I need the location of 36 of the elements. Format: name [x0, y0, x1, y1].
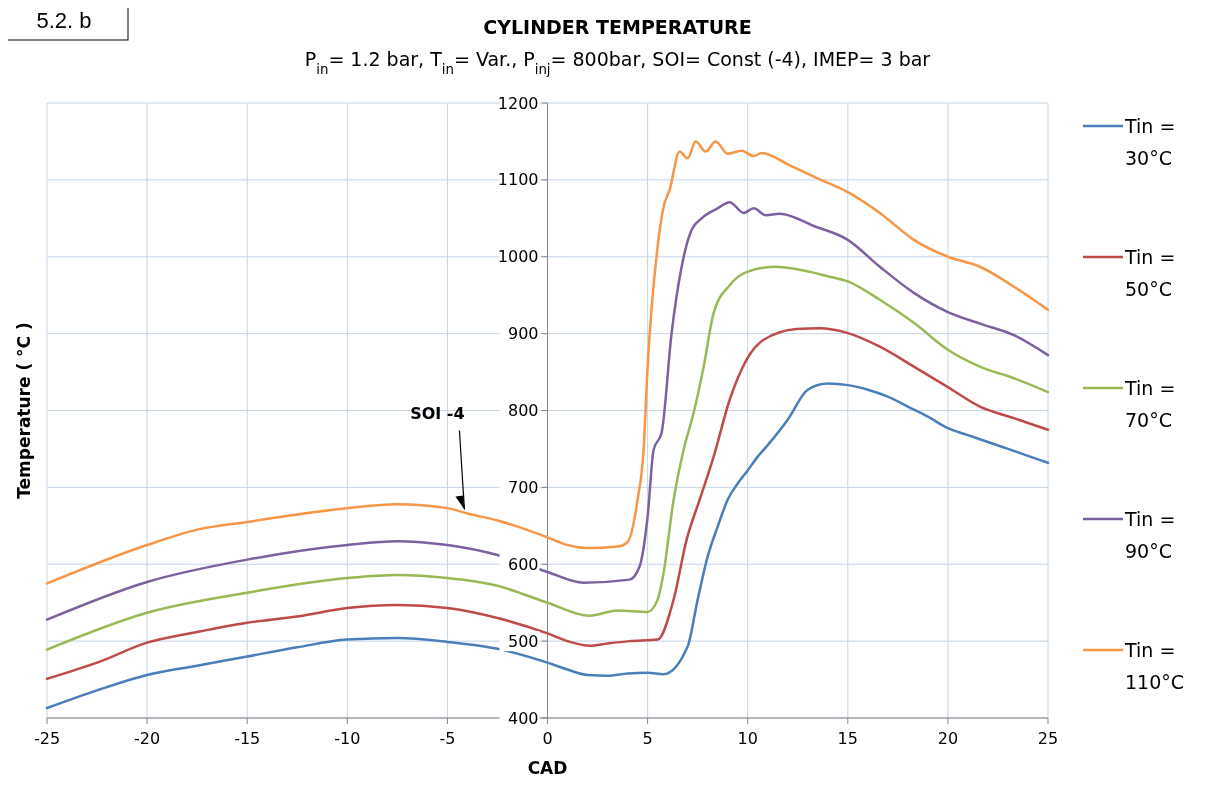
x-axis-title: CAD: [527, 758, 568, 778]
line-series: [45, 140, 1050, 585]
y-tick-label: 600: [507, 554, 539, 574]
chart-title: CYLINDER TEMPERATURE: [483, 16, 752, 38]
x-tick-label: -15: [234, 729, 261, 748]
x-tick-label: 10: [737, 729, 758, 748]
legend-label: Tin = 50°C: [1124, 245, 1176, 300]
x-tick-label: 20: [937, 729, 959, 748]
annotation: SOI -4: [410, 403, 465, 423]
y-tick-label: 700: [507, 477, 539, 497]
x-tick-label: -20: [134, 729, 161, 748]
y-tick-label: 500: [507, 631, 539, 651]
line-series: [45, 200, 1050, 621]
x-tick-label: 5: [642, 729, 653, 748]
y-tick-label: 800: [507, 401, 539, 421]
legend-label: Tin = 30°C: [1124, 114, 1176, 169]
legend-label: Tin = 90°C: [1124, 507, 1176, 562]
x-tick-label: 15: [837, 729, 858, 748]
x-tick-label: 25: [1037, 729, 1059, 748]
y-tick-label: 1100: [497, 170, 539, 190]
legend-label: Tin = 110°C: [1124, 638, 1185, 693]
line-series: [45, 265, 1050, 651]
chart-subtitle: P$_{in}$= 1.2 bar, T$_{in}$= Var., P$_{inj}$= 800bar, SOI= Const (-4), IMEP= 3 bar: [304, 48, 931, 77]
line-series: [45, 326, 1050, 681]
y-tick-label: 400: [507, 708, 539, 728]
x-tick-label: 0: [542, 729, 553, 748]
legend-label: Tin = 70°C: [1124, 376, 1176, 431]
x-tick-label: -25: [33, 729, 61, 748]
y-tick-label: 1000: [497, 247, 539, 267]
x-tick-label: -5: [439, 729, 456, 748]
x-tick-label: -10: [334, 729, 361, 748]
y-axis-title: Temperature ( °C ): [14, 322, 34, 499]
y-tick-label: 1200: [497, 93, 539, 113]
y-tick-label: 900: [507, 324, 539, 344]
line-series: [45, 382, 1050, 710]
text: 5.2. b: [36, 8, 92, 33]
